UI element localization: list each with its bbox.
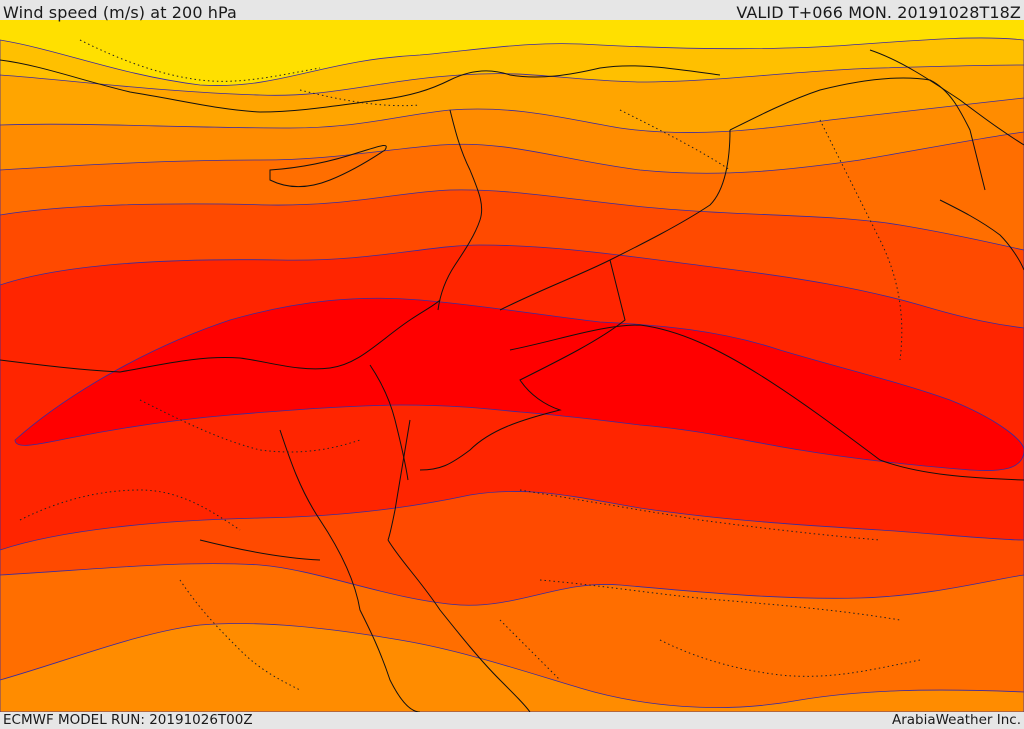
border-iraq-saudi xyxy=(509,324,1024,481)
map-title: Wind speed (m/s) at 200 hPa xyxy=(3,3,237,22)
coastline-gulf-aqaba xyxy=(387,419,411,541)
border-israel xyxy=(369,364,409,481)
admin-line-8 xyxy=(539,579,901,621)
coastline-sinai-gulfs xyxy=(279,429,421,712)
border-egypt-sudan xyxy=(199,539,321,561)
header-bar: Wind speed (m/s) at 200 hPa VALID T+066 … xyxy=(0,0,1024,22)
admin-line-4 xyxy=(819,119,903,361)
coastlines xyxy=(0,49,1024,712)
band-core xyxy=(14,297,1024,471)
coastline-turkey xyxy=(0,59,721,113)
coastline-levant xyxy=(437,109,483,311)
coastline-cyprus xyxy=(269,145,387,188)
admin-line-3 xyxy=(619,109,731,171)
border-iraq-iran xyxy=(729,77,986,191)
border-jordan-saudi xyxy=(419,259,626,471)
map-canvas xyxy=(0,20,1024,712)
band-5-south xyxy=(0,623,1024,712)
wind-speed-map xyxy=(0,20,1024,712)
credit-label: ArabiaWeather Inc. xyxy=(891,712,1021,728)
borders-dotted xyxy=(19,39,921,691)
border-jordan-iraq xyxy=(499,129,731,311)
borders-solid xyxy=(199,77,1024,561)
model-run-label: ECMWF MODEL RUN: 20191026T00Z xyxy=(3,712,253,728)
coastline-egypt-north xyxy=(0,299,441,373)
admin-line-2 xyxy=(299,89,421,107)
coastline-persian-gulf xyxy=(939,199,1024,271)
admin-line-1 xyxy=(79,39,321,82)
coastline-caspian xyxy=(869,49,1024,146)
coastline-red-sea-east xyxy=(387,539,531,712)
footer-bar: ECMWF MODEL RUN: 20191026T00Z ArabiaWeat… xyxy=(0,712,1024,729)
valid-time-label: VALID T+066 MON. 20191028T18Z xyxy=(736,3,1021,22)
